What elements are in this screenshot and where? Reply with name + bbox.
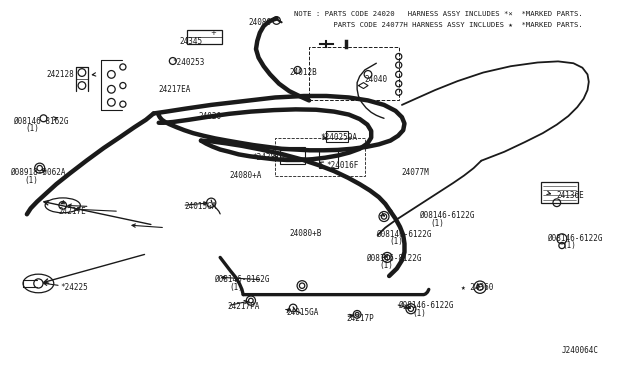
Text: J240064C: J240064C xyxy=(562,346,599,355)
Text: 24012B: 24012B xyxy=(290,68,317,77)
Text: Ø08146-8162G: Ø08146-8162G xyxy=(13,116,68,125)
Text: 24345: 24345 xyxy=(179,37,202,46)
Text: (1): (1) xyxy=(26,124,40,133)
Text: Ø08146-8122G: Ø08146-8122G xyxy=(366,254,422,263)
Bar xyxy=(326,131,348,142)
Bar xyxy=(309,46,399,100)
Text: NOTE : PARTS CODE 24020   HARNESS ASSY INCLUDES *×  *MARKED PARTS.: NOTE : PARTS CODE 24020 HARNESS ASSY INC… xyxy=(294,11,583,17)
Text: *24016F: *24016F xyxy=(326,161,359,170)
Text: Ø08146-6122G: Ø08146-6122G xyxy=(376,230,432,239)
Text: 24080: 24080 xyxy=(248,18,271,27)
Bar xyxy=(319,150,338,168)
Text: 24080+B: 24080+B xyxy=(289,229,322,238)
Text: 242128: 242128 xyxy=(46,70,74,79)
Bar xyxy=(275,138,365,176)
Text: (1): (1) xyxy=(389,237,403,246)
Text: 24020: 24020 xyxy=(198,112,221,121)
Text: Ø08146-6122G: Ø08146-6122G xyxy=(419,211,475,220)
Text: 24217P: 24217P xyxy=(347,314,374,323)
Text: Ø08146-6122G: Ø08146-6122G xyxy=(547,234,603,243)
Text: *24225: *24225 xyxy=(61,283,88,292)
Text: 24217EA: 24217EA xyxy=(158,85,191,94)
Text: 24217E: 24217E xyxy=(59,207,86,216)
Text: (1): (1) xyxy=(379,262,393,270)
Text: *240253: *240253 xyxy=(173,58,205,67)
Text: 24015GA: 24015GA xyxy=(184,202,217,211)
Bar xyxy=(187,30,222,44)
Text: (1): (1) xyxy=(24,176,38,185)
Text: 24217PA: 24217PA xyxy=(227,302,260,311)
Text: 24015GA: 24015GA xyxy=(287,308,319,317)
Text: (1): (1) xyxy=(430,219,444,228)
Text: 24080+A: 24080+A xyxy=(229,171,262,180)
Text: Ø08146-6122G: Ø08146-6122G xyxy=(398,301,454,310)
Text: 24077M: 24077M xyxy=(402,169,429,177)
Text: (1): (1) xyxy=(413,309,427,318)
Text: 24040: 24040 xyxy=(365,76,388,84)
Text: Ø08918-3062A: Ø08918-3062A xyxy=(10,168,65,177)
Text: *240259A: *240259A xyxy=(320,133,357,142)
Bar xyxy=(541,182,578,203)
Text: +: + xyxy=(210,31,216,36)
Text: PARTS CODE 24077H HARNESS ASSY INCLUDES ★  *MARKED PARTS.: PARTS CODE 24077H HARNESS ASSY INCLUDES … xyxy=(294,22,583,28)
Text: ★ 24360: ★ 24360 xyxy=(461,283,493,292)
Text: 24136E: 24136E xyxy=(557,191,584,200)
Bar xyxy=(280,147,305,164)
Text: (1): (1) xyxy=(229,283,243,292)
Text: *24381M: *24381M xyxy=(253,153,285,162)
Text: (1): (1) xyxy=(562,241,576,250)
Text: Ø08146-8162G: Ø08146-8162G xyxy=(214,275,270,284)
